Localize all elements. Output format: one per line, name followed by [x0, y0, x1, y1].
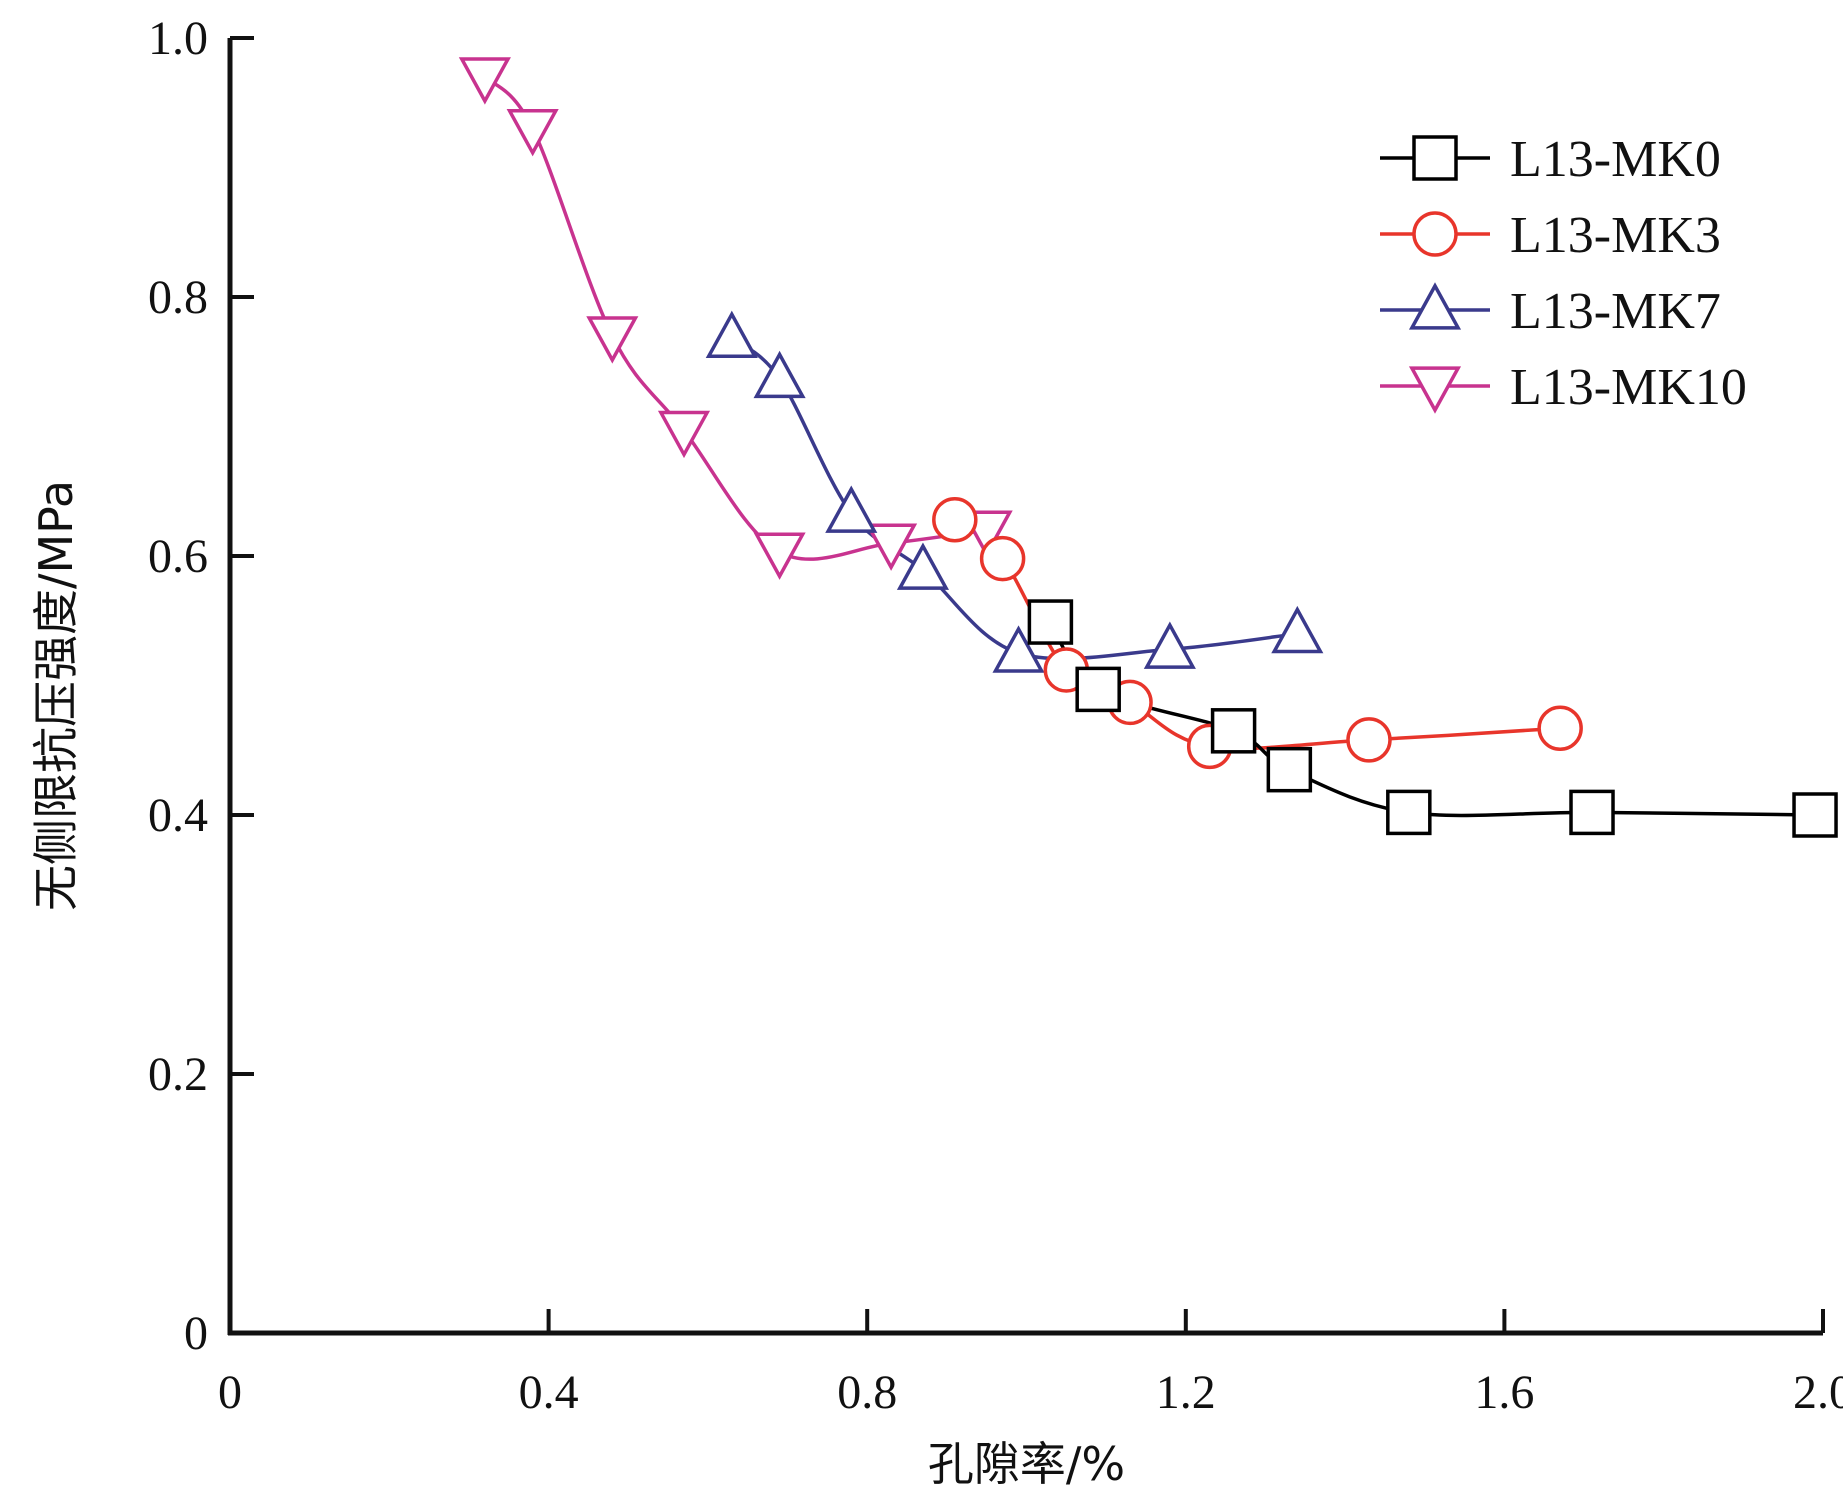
- y-tick-label: 1.0: [148, 12, 208, 65]
- legend-marker: [1408, 282, 1462, 330]
- data-point: [992, 625, 1045, 673]
- legend-label: L13-MK3: [1510, 207, 1721, 264]
- data-point: [1569, 789, 1615, 836]
- data-point: [1537, 705, 1583, 751]
- y-tick-label: 0.6: [148, 530, 208, 583]
- data-point: [979, 535, 1026, 582]
- x-axis-title: 孔隙率/%: [928, 1437, 1125, 1491]
- y-tick-label: 0.2: [148, 1048, 208, 1101]
- data-point: [458, 57, 511, 105]
- data-point: [1075, 666, 1121, 713]
- legend-label: L13-MK10: [1510, 359, 1747, 416]
- x-tick-label: 0.8: [837, 1366, 897, 1419]
- data-point: [932, 496, 978, 543]
- data-point: [1386, 789, 1432, 836]
- y-tick-label: 0.8: [148, 271, 208, 324]
- x-tick-label: 2.0: [1793, 1366, 1843, 1419]
- legend-marker: [1408, 366, 1462, 414]
- data-point: [1346, 717, 1392, 763]
- data-point: [1143, 621, 1196, 669]
- series-markers: [458, 57, 1838, 838]
- data-point: [825, 485, 878, 533]
- data-point: [753, 532, 806, 580]
- legend: L13-MK0 L13-MK3 L13-MK7 L13-MK10: [1380, 131, 1747, 416]
- data-point: [1266, 746, 1313, 793]
- x-tick-label: 0.4: [519, 1366, 579, 1419]
- legend-label: L13-MK7: [1510, 283, 1721, 340]
- data-point: [506, 109, 559, 157]
- x-tick-label: 1.2: [1156, 1366, 1216, 1419]
- data-point: [586, 316, 639, 364]
- x-tick-label: 1.6: [1474, 1366, 1534, 1419]
- y-axis-title: 无侧限抗压强度/MPa: [29, 480, 83, 911]
- series-line-l13-mk7: [730, 336, 1298, 661]
- data-point: [705, 310, 758, 359]
- x-tick-label: 0: [218, 1366, 242, 1419]
- data-point: [657, 410, 711, 459]
- data-point: [865, 523, 918, 571]
- legend-marker: [1412, 211, 1458, 257]
- data-point: [1792, 792, 1838, 838]
- data-point: [1210, 708, 1257, 754]
- legend-label: L13-MK0: [1510, 131, 1721, 188]
- data-point: [753, 350, 806, 399]
- data-point: [1271, 605, 1324, 654]
- y-tick-label: 0: [184, 1307, 208, 1360]
- legend-marker: [1412, 135, 1458, 181]
- y-tick-label: 0.4: [148, 789, 208, 842]
- data-point: [1027, 599, 1074, 645]
- data-point: [896, 542, 950, 590]
- axes: 0 0.4 0.8 1.2 1.6 2.0 0 0.2 0.4 0.6 0.8 1.0: [148, 12, 1843, 1419]
